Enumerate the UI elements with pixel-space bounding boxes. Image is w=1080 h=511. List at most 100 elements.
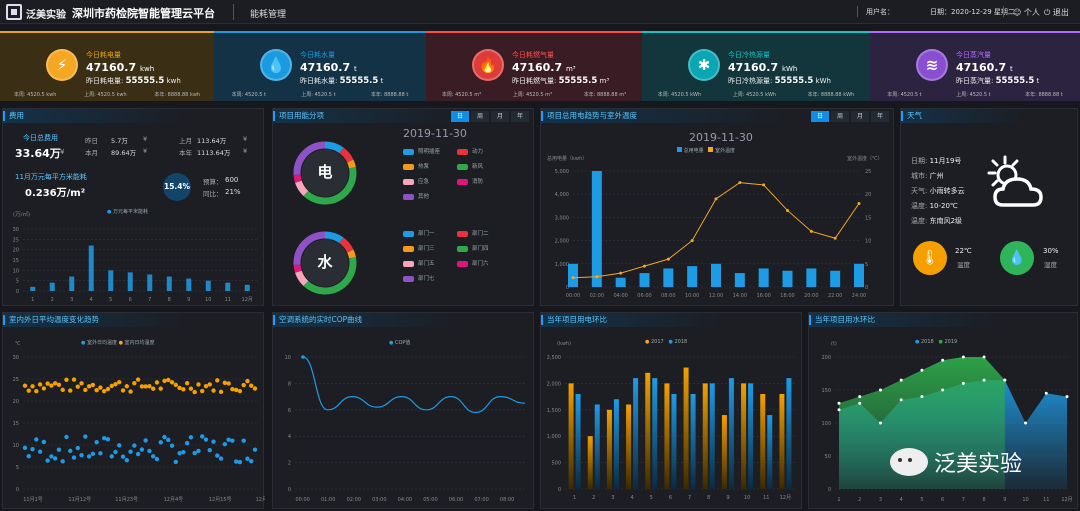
divider	[857, 6, 858, 17]
indoor-point	[143, 384, 148, 389]
x-tick-label: 12月	[780, 495, 791, 501]
month-fee-label: 本月	[85, 149, 98, 157]
nov-energy-label: 11月万元每平方米能耗	[15, 173, 87, 181]
legend-item[interactable]: 部门四	[457, 244, 489, 252]
module-menu[interactable]: 能耗管理	[250, 10, 287, 20]
legend-swatch	[457, 245, 468, 252]
legend-item[interactable]: 其他	[403, 192, 429, 200]
x-tick-label: 16:00	[756, 293, 770, 299]
panel-title: 费用	[3, 109, 263, 123]
outdoor-point	[71, 455, 77, 460]
personal-button[interactable]: ☺ 个人	[1013, 7, 1040, 18]
month-fee-unit: ¥	[143, 147, 148, 155]
tab-day[interactable]: 日	[811, 111, 829, 122]
kpi-week: 本周: 4520.5 t	[887, 92, 922, 98]
tab-month[interactable]: 月	[851, 111, 869, 122]
outdoor-point	[135, 451, 141, 457]
outdoor-point	[158, 440, 163, 445]
indoor-point	[124, 384, 130, 389]
legend-item[interactable]: 照明插座	[403, 147, 440, 155]
legend-item[interactable]: 消防	[457, 177, 483, 185]
legend-label: 部门七	[418, 276, 435, 282]
kpi-title: 今日耗水量	[300, 51, 335, 59]
bar-2018	[633, 378, 639, 489]
tab-year[interactable]: 年	[511, 111, 529, 122]
y2-tick-label: 0	[865, 285, 868, 291]
y-tick-label: 20	[13, 248, 19, 254]
legend-item[interactable]: 部门三	[403, 244, 435, 252]
x-tick-label: 07:00	[474, 497, 488, 503]
legend-swatch	[403, 193, 414, 200]
y-tick-label: 2,000	[547, 381, 561, 387]
temperature-point	[738, 181, 742, 185]
legend-item[interactable]: 部门二	[457, 229, 489, 237]
legend-item[interactable]: 部门五	[403, 259, 435, 267]
panel-title: 项目用能分项 日 周 月 年	[273, 109, 533, 123]
outdoor-point	[117, 443, 122, 448]
donut-segment	[347, 249, 356, 259]
x-tick-label: 7	[962, 497, 965, 503]
kpi-yesterday-unit: kwh	[166, 77, 181, 85]
donut-segment	[303, 257, 357, 295]
tab-year[interactable]: 年	[871, 111, 889, 122]
tab-day[interactable]: 日	[451, 111, 469, 122]
fee-panel: 费用 今日总费用 33.64万 ¥ 昨日 5.7万 ¥ 本月 89.64万 ¥ …	[2, 108, 264, 306]
x-tick-label: 12月	[242, 297, 253, 303]
legend-item[interactable]: 热泵	[403, 162, 429, 170]
donut-center	[301, 239, 349, 287]
legend-item[interactable]: 部门七	[403, 274, 435, 282]
chart-legend: ● 2018 ● 2019	[915, 339, 957, 345]
year-fee-unit: ¥	[243, 147, 248, 155]
legend-swatch	[403, 163, 414, 170]
x-tick-label: 11	[1043, 497, 1049, 503]
legend-swatch	[677, 147, 682, 152]
legend-item[interactable]: 部门六	[457, 259, 489, 267]
bar-2018	[767, 415, 773, 489]
x-tick-label: 12:00	[709, 293, 723, 299]
indoor-point	[64, 377, 69, 383]
thermometer-icon: 🌡	[913, 241, 947, 275]
indoor-point	[105, 386, 111, 392]
indoor-point	[192, 389, 197, 395]
donut-segment	[293, 264, 302, 273]
weather-panel: 天气 日期: 11月19号 城市: 广州 天气: 小雨转多云 温度: 10-20…	[900, 108, 1078, 306]
x-tick-label: 06:00	[637, 293, 651, 299]
legend-dot-icon: ●	[645, 339, 650, 345]
y-tick-label: 2	[288, 461, 291, 467]
temperature-line	[572, 182, 860, 279]
bar-2017	[760, 393, 766, 489]
outdoor-point	[211, 439, 216, 444]
today-fee-label: 今日总费用	[23, 134, 58, 142]
kpi-yesterday-unit: kWh	[815, 77, 831, 85]
panel-title: 天气	[901, 109, 1077, 123]
logout-button[interactable]: ⏻ 退出	[1044, 7, 1069, 18]
legend-item[interactable]: 新风	[457, 162, 483, 170]
outdoor-point	[162, 434, 167, 440]
legend-item[interactable]: 部门一	[403, 229, 435, 237]
donut-segment	[293, 231, 326, 265]
tab-month[interactable]: 月	[491, 111, 509, 122]
legend-swatch	[403, 260, 414, 267]
kpi-value: 47160.7 t	[300, 61, 357, 74]
bar	[782, 270, 793, 287]
tab-week[interactable]: 周	[471, 111, 489, 122]
y-tick-label: 0	[828, 487, 831, 493]
legend-item[interactable]: 动力	[457, 147, 483, 155]
outdoor-point	[41, 439, 47, 445]
legend-label: 其他	[418, 194, 430, 200]
legend-label: 部门一	[418, 231, 435, 237]
wechat-icon	[890, 448, 928, 476]
outdoor-point	[143, 438, 148, 443]
x-tick-label: 8	[168, 297, 171, 303]
outdoor-point	[245, 456, 250, 461]
outdoor-point	[34, 437, 39, 442]
tab-week[interactable]: 周	[831, 111, 849, 122]
temperature-scatter-chart: 0 5 10 15 20 25 30 11月1号 11月12号 11月23号 12月4号 12月15号…	[13, 355, 265, 503]
y-tick-label: 6	[288, 408, 291, 414]
outdoor-point	[166, 437, 171, 443]
lastmonth-fee-label: 上月	[179, 137, 192, 145]
kpi-value: 47160.7 t	[956, 61, 1013, 74]
legend-item[interactable]: 应急	[403, 177, 429, 185]
indoor-point	[49, 383, 54, 388]
kpi-icon: ⚡	[46, 49, 78, 81]
